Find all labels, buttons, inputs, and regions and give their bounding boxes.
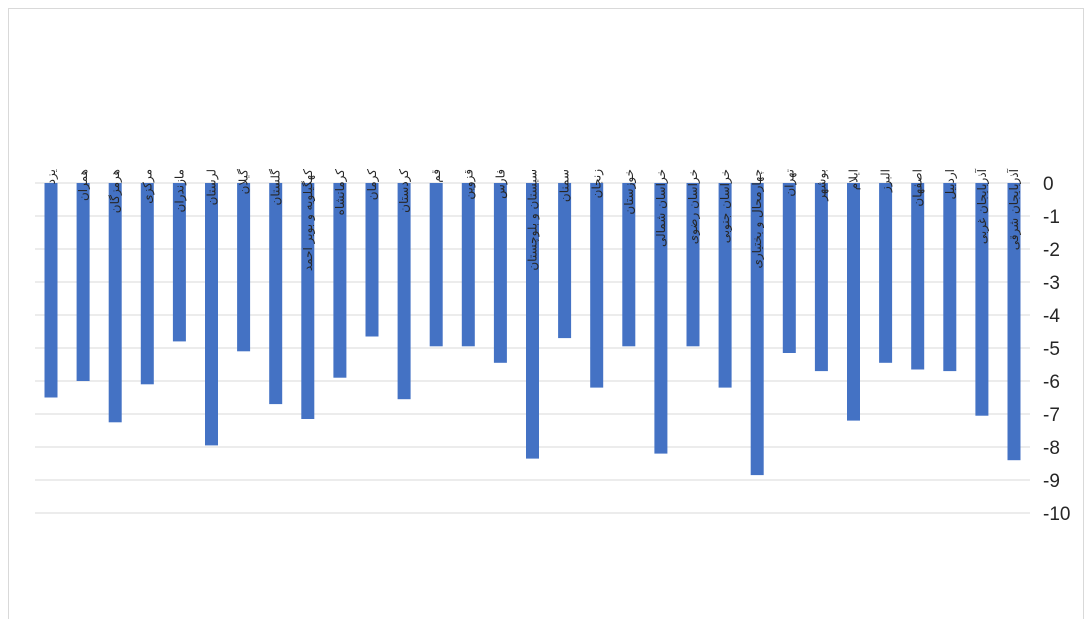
y-tick-label: -7	[1043, 405, 1060, 426]
category-label: گیلان	[237, 169, 251, 195]
bar	[718, 183, 732, 388]
bar	[686, 183, 700, 347]
bar	[140, 183, 154, 385]
category-label: مازندران	[172, 169, 187, 212]
bar	[879, 183, 893, 363]
category-label: لرستان	[205, 169, 220, 205]
category-label: خوزستان	[622, 169, 637, 215]
bar	[526, 183, 539, 459]
category-label: اردبیل	[943, 169, 958, 200]
category-label: بوشهر	[814, 169, 829, 202]
bar	[172, 183, 186, 342]
bar	[943, 183, 957, 372]
category-label: هرمزگان	[108, 169, 123, 213]
bar	[654, 183, 668, 454]
y-tick-label: -3	[1043, 273, 1060, 294]
category-label: خراسان رضوی	[686, 169, 701, 244]
category-label: کرمانشاه	[333, 169, 348, 216]
y-tick-label: -8	[1043, 438, 1060, 459]
bar	[429, 183, 443, 347]
category-label: کردستان	[397, 169, 412, 213]
bar	[301, 183, 315, 419]
category-label: یزد	[44, 169, 59, 184]
category-label: قزوین	[461, 169, 476, 200]
bar	[205, 183, 218, 446]
bar	[237, 183, 251, 352]
y-tick-label: -4	[1043, 306, 1060, 327]
y-tick-label: -5	[1043, 339, 1060, 360]
bar	[44, 183, 58, 398]
category-label: تهران	[782, 169, 797, 197]
bar	[461, 183, 475, 347]
bar	[333, 183, 347, 378]
bar	[847, 183, 860, 421]
bar	[782, 183, 796, 353]
bar	[493, 183, 507, 363]
y-tick-label: -2	[1043, 240, 1060, 261]
category-label: گلستان	[269, 169, 283, 206]
bar	[397, 183, 411, 400]
bar	[590, 183, 604, 388]
category-label: کهگیلویه و بویر احمد	[301, 169, 316, 271]
y-tick-label: -6	[1043, 372, 1060, 393]
y-tick-label: -9	[1043, 471, 1060, 492]
bar	[911, 183, 925, 370]
bar	[975, 183, 989, 416]
bar	[622, 183, 636, 347]
category-label: خراسان جنوبی	[718, 169, 733, 243]
category-label: زنجان	[590, 169, 605, 199]
y-tick-label: 0	[1043, 174, 1054, 195]
chart-frame	[8, 8, 1084, 619]
bar	[269, 183, 283, 405]
bar	[1007, 183, 1021, 461]
category-label: خراسان شمالی	[654, 169, 669, 247]
category-label: آذربایجان شرقی	[1006, 168, 1022, 250]
category-label: سمنان	[558, 169, 572, 202]
y-tick-label: -1	[1043, 207, 1060, 228]
bar	[108, 183, 122, 423]
category-label: سیستان و بلوچستان	[526, 169, 541, 271]
category-label: آذربایجان غربی	[974, 168, 990, 244]
bar	[76, 183, 90, 381]
category-label: قم	[429, 169, 443, 183]
category-label: همران	[76, 169, 91, 201]
category-label: کرمان	[365, 169, 380, 201]
category-label: مرکزی	[140, 169, 155, 204]
bar	[365, 183, 379, 337]
category-label: ایلام	[847, 169, 861, 190]
category-label: چهارمحال و بختیاری	[750, 169, 765, 269]
category-label: البرز	[879, 169, 894, 193]
bar	[814, 183, 828, 372]
bar	[750, 183, 764, 476]
y-tick-label: -10	[1043, 504, 1070, 525]
category-label: فارس	[493, 169, 508, 199]
bar	[558, 183, 572, 339]
category-label: اصفهان	[911, 169, 925, 207]
